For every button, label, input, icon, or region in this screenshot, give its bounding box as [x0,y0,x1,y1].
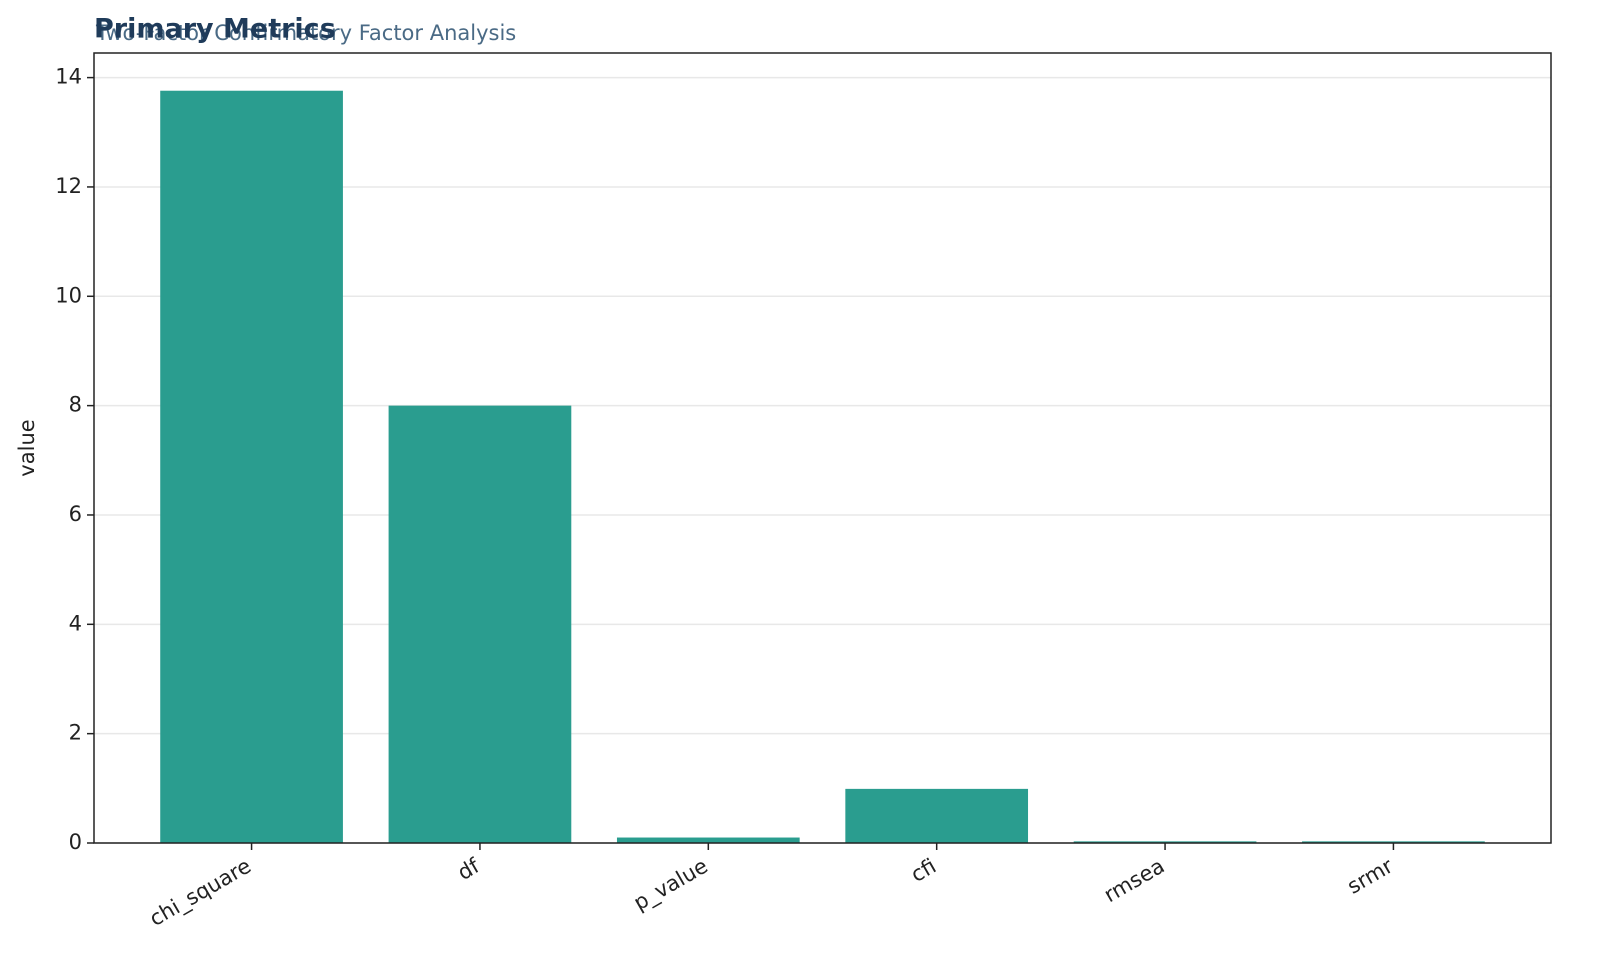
y-tick-label: 0 [69,830,82,854]
y-tick-label: 10 [55,283,82,307]
bar [1302,841,1485,843]
x-tick-label: chi_square [145,854,255,932]
bar [388,405,572,843]
bar [616,837,800,843]
x-tick-label: df [453,853,483,884]
bar [845,788,1029,843]
bar [1073,841,1257,843]
y-axis-label: value [15,419,39,476]
chart-subtitle: Two-Factor Confirmatory Factor Analysis [95,21,516,45]
chart-title: Primary Metrics [94,14,336,45]
bar [160,90,343,843]
x-tick-label: cfi [907,854,940,887]
y-tick-label: 8 [69,393,82,417]
y-tick-label: 2 [69,721,82,745]
x-tick-label: srmr [1343,854,1397,899]
x-tick-label: p_value [629,854,712,916]
y-tick-label: 12 [55,174,82,198]
x-tick-label: rmsea [1100,854,1169,908]
y-tick-label: 14 [55,65,82,89]
y-tick-label: 4 [69,611,82,635]
y-tick-label: 6 [69,502,82,526]
plot-frame [93,52,1552,844]
